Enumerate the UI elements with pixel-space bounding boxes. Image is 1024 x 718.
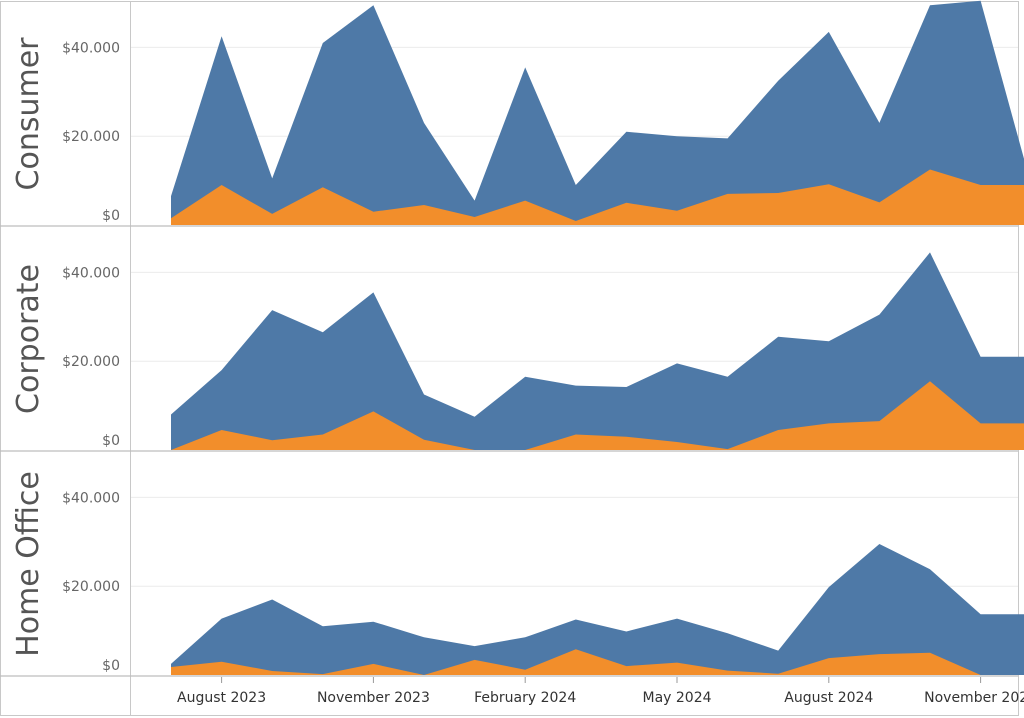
y-tick-label: $20.000 (62, 129, 120, 145)
y-tick-label: $40.000 (62, 265, 120, 281)
y-tick-label: $0 (102, 433, 120, 449)
y-tick-label: $0 (102, 208, 120, 224)
y-tick-label: $20.000 (62, 354, 120, 370)
y-tick-label: $20.000 (62, 579, 120, 595)
profit-area (171, 169, 1024, 225)
y-tick-label: $40.000 (62, 490, 120, 506)
sales-area (171, 252, 1024, 450)
sales-area (171, 544, 1024, 675)
x-tick-label: November 2023 (317, 690, 430, 706)
y-tick-label: $0 (102, 658, 120, 674)
profit-area (171, 381, 1024, 450)
x-tick-label: August 2024 (784, 690, 873, 706)
row-label: Home Office (11, 471, 46, 657)
x-tick-label: February 2024 (474, 690, 576, 706)
x-tick-label: August 2023 (177, 690, 266, 706)
panel-corporate: $0 $20.000 $40.000 Corporate (0, 252, 1024, 452)
x-tick-label: November 2024 (924, 690, 1024, 706)
panel-consumer: $0 $20.000 $40.000 Consumer (0, 0, 1024, 227)
sales-area (171, 0, 1024, 225)
row-label: Consumer (11, 37, 46, 191)
profit-area (171, 649, 1024, 675)
x-tick-label: May 2024 (642, 690, 711, 706)
row-label: Corporate (11, 264, 46, 414)
y-tick-label: $40.000 (62, 40, 120, 56)
panel-home-office: $0 $20.000 $40.000 Home Office (0, 471, 1024, 677)
